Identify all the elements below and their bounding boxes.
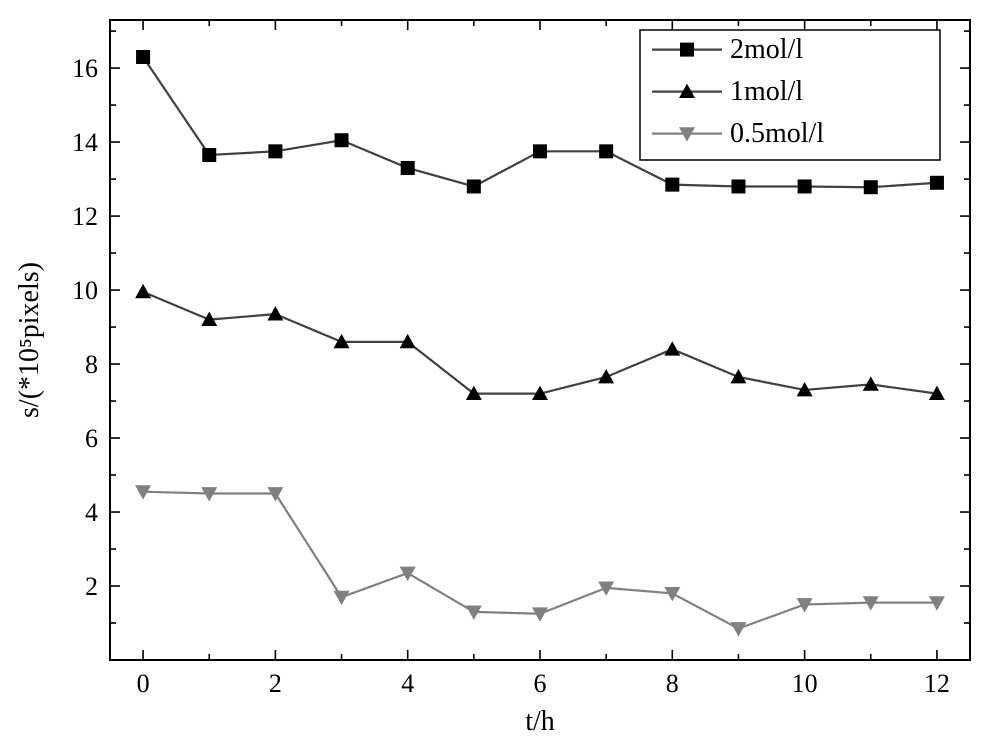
y-tick-label: 14 <box>72 128 98 157</box>
series-marker <box>467 179 481 193</box>
series-marker <box>864 180 878 194</box>
y-axis-label: s/(*10⁵pixels) <box>14 262 45 418</box>
x-tick-label: 10 <box>792 669 818 698</box>
legend-label: 1mol/l <box>730 76 803 107</box>
legend-label: 0.5mol/l <box>730 118 824 149</box>
series-marker <box>798 179 812 193</box>
x-tick-label: 4 <box>401 669 414 698</box>
chart-container: 0 2 4 6 8 10 12 2 4 6 8 10 12 14 16 t/h s/(*10⁵pixels) 2m… <box>0 0 1000 750</box>
series-marker <box>731 179 745 193</box>
x-tick-label: 6 <box>534 669 547 698</box>
series-marker <box>202 148 216 162</box>
series-marker <box>268 144 282 158</box>
y-tick-label: 4 <box>85 498 98 527</box>
x-tick-label: 2 <box>269 669 282 698</box>
y-tick-label: 6 <box>85 424 98 453</box>
x-tick-label: 8 <box>666 669 679 698</box>
y-tick-label: 10 <box>72 276 98 305</box>
x-axis-label: t/h <box>525 706 555 737</box>
x-tick-label: 0 <box>137 669 150 698</box>
series-marker <box>930 176 944 190</box>
y-tick-label: 8 <box>85 350 98 379</box>
y-tick-label: 2 <box>85 572 98 601</box>
y-tick-label: 12 <box>72 202 98 231</box>
series-marker <box>401 161 415 175</box>
series-marker <box>665 178 679 192</box>
line-chart: 0 2 4 6 8 10 12 2 4 6 8 10 12 14 16 t/h s/(*10⁵pixels) 2m… <box>0 0 1000 750</box>
legend-marker <box>680 43 694 57</box>
series-marker <box>136 50 150 64</box>
series-marker <box>599 144 613 158</box>
series-marker <box>533 144 547 158</box>
legend-label: 2mol/l <box>730 34 803 65</box>
x-tick-label: 12 <box>924 669 950 698</box>
series-marker <box>335 133 349 147</box>
y-tick-label: 16 <box>72 54 98 83</box>
